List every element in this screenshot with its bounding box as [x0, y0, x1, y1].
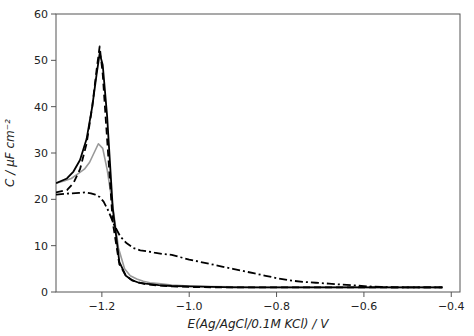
y-tick	[51, 14, 56, 15]
x-tick	[363, 292, 364, 297]
y-tick	[51, 153, 56, 154]
series-line	[56, 192, 443, 287]
x-tick-label: −0.4	[438, 300, 465, 313]
y-tick-label: 50	[34, 54, 48, 67]
y-tick-label: 10	[34, 240, 48, 253]
x-tick-label: −1.0	[176, 300, 203, 313]
y-tick-label: 0	[41, 286, 48, 299]
y-tick	[51, 199, 56, 200]
y-tick	[51, 106, 56, 107]
y-tick-label: 40	[34, 101, 48, 114]
series-line	[56, 53, 443, 287]
x-tick	[101, 292, 102, 297]
series-line	[56, 46, 443, 287]
x-tick-label: −0.6	[351, 300, 378, 313]
y-tick	[51, 245, 56, 246]
y-tick-label: 30	[34, 147, 48, 160]
x-tick-label: −1.2	[89, 300, 116, 313]
y-tick-label: 20	[34, 193, 48, 206]
y-tick	[51, 60, 56, 61]
x-axis-label: E(Ag/AgCl/0.1M KCl) / V	[188, 317, 330, 331]
y-axis-label: C / μF cm⁻²	[3, 119, 17, 187]
axes: −1.2 −1.0 −0.8 −0.6 −0.4 0 10 20 30 40 50 60	[34, 8, 465, 313]
chart-container: −1.2 −1.0 −0.8 −0.6 −0.4 0 10 20 30 40 50 60 E(Ag/Ag…	[0, 0, 474, 336]
x-tick-label: −0.8	[263, 300, 290, 313]
x-tick	[276, 292, 277, 297]
chart-svg: −1.2 −1.0 −0.8 −0.6 −0.4 0 10 20 30 40 50 60 E(Ag/Ag…	[0, 0, 474, 336]
x-tick	[189, 292, 190, 297]
y-tick	[51, 292, 56, 293]
x-tick	[451, 292, 452, 297]
y-tick-label: 60	[34, 8, 48, 21]
series-lines	[56, 46, 443, 287]
plot-frame	[56, 14, 460, 292]
